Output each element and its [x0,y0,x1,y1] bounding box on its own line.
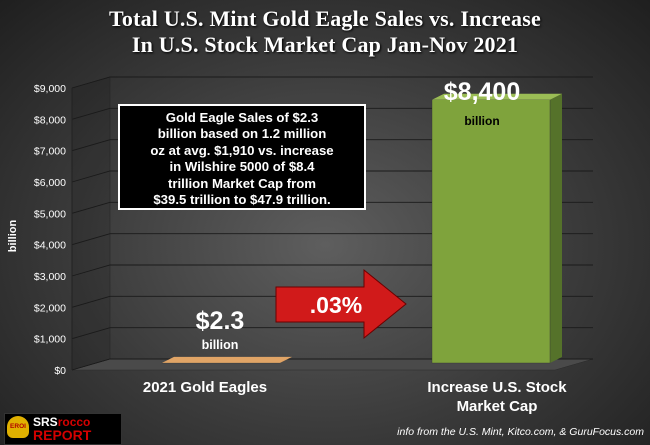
eroi-logo-mark: EROI [7,416,29,438]
bar-top [162,356,292,363]
data-label: $8,400 [444,78,520,106]
source-credit: info from the U.S. Mint, Kitco.com, & Gu… [397,426,644,438]
bar-side [550,93,562,364]
bar [431,99,551,364]
y-tick-label: $3,000 [34,271,66,283]
y-axis-title: billion [7,220,19,253]
data-label-unit: billion [464,114,499,128]
annotation-line: billion based on 1.2 million [157,126,327,142]
annotation-line: $39.5 trillion to $47.9 trillion. [153,192,331,208]
annotation-line: Gold Eagle Sales of $2.3 [165,110,319,125]
chart-title-line2: In U.S. Stock Market Cap Jan-Nov 2021 [131,32,519,57]
y-tick-label: $5,000 [34,208,66,220]
y-tick-label: $2,000 [34,302,66,314]
logo-top-text: SRSrocco [33,415,90,429]
srsrocco-report-logo: EROI SRSrocco REPORT [4,413,122,445]
annotation-line: trillion Market Cap from [167,175,316,191]
y-tick-label: $7,000 [34,146,66,158]
annotation-line: oz at avg. $1,910 vs. increase [150,142,334,158]
annotation-line: in Wilshire 5000 of $8.4 [169,159,315,175]
y-tick-label: $9,000 [34,83,66,95]
chart-title-line1: Total U.S. Mint Gold Eagle Sales vs. Inc… [109,6,541,31]
gridline [71,76,593,89]
logo-bottom-text: REPORT [33,427,92,443]
x-tick-label: Market Cap [457,398,538,415]
y-tick-label: $8,000 [34,114,66,126]
y-tick-label: $1,000 [34,334,66,346]
chart-side-wall [71,76,111,371]
bar-top [432,93,562,100]
percent-arrow-label: .03% [310,292,362,318]
logo-top-a: SRS [33,415,58,429]
bar-side [280,356,292,363]
x-tick-label: 2021 Gold Eagles [143,379,267,396]
y-tick-label: $6,000 [34,177,66,189]
data-label-unit: billion [202,338,239,352]
logo-top-b: rocco [57,415,91,429]
data-label: $2.3 [196,307,245,335]
y-tick-label: $4,000 [34,240,66,252]
percent-arrow [275,268,407,340]
annotation-box: Gold Eagle Sales of $2.3 billion based o… [118,104,366,210]
x-tick-label: Increase U.S. Stock [427,379,567,396]
y-tick-label: $0 [54,365,66,377]
